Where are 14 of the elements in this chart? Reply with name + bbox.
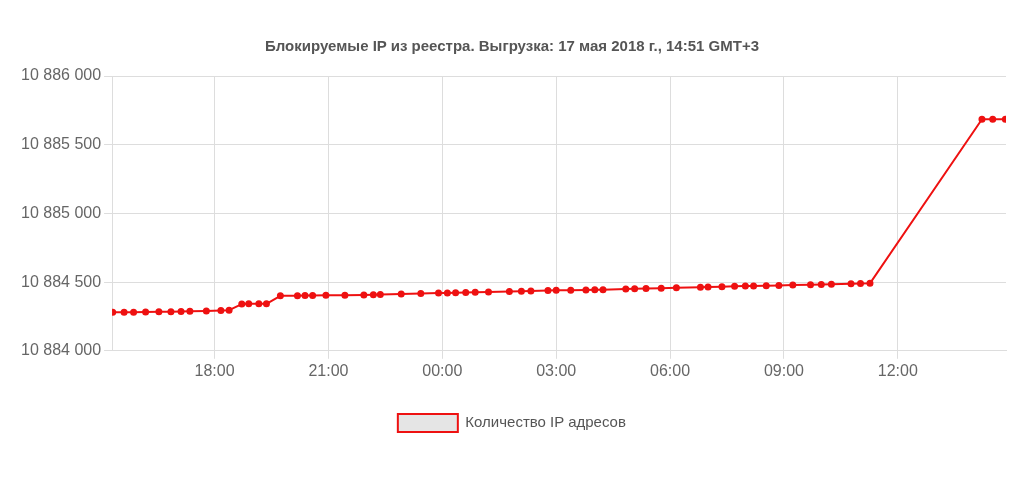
x-tick-label: 21:00 [308, 361, 349, 379]
y-tick-label: 10 885 000 [21, 203, 102, 221]
chart-title: Блокируемые IP из реестра. Выгрузка: 17 мая 2018 г., 14:51 GMT+3 [265, 37, 759, 55]
x-tick-label: 00:00 [422, 361, 463, 379]
y-tick-label: 10 885 500 [21, 135, 102, 153]
x-tick-label: 06:00 [650, 361, 691, 379]
y-tick-label: 10 886 000 [21, 66, 102, 84]
y-tick-label: 10 884 000 [21, 341, 102, 359]
x-tick-label: 09:00 [763, 361, 805, 379]
x-tick-label: 03:00 [536, 361, 577, 379]
y-tick-label: 10 884 500 [21, 272, 102, 290]
x-tick-label: 18:00 [194, 361, 235, 379]
legend-label: Количество IP адресов [465, 413, 626, 431]
x-tick-label: 12:00 [877, 361, 918, 379]
